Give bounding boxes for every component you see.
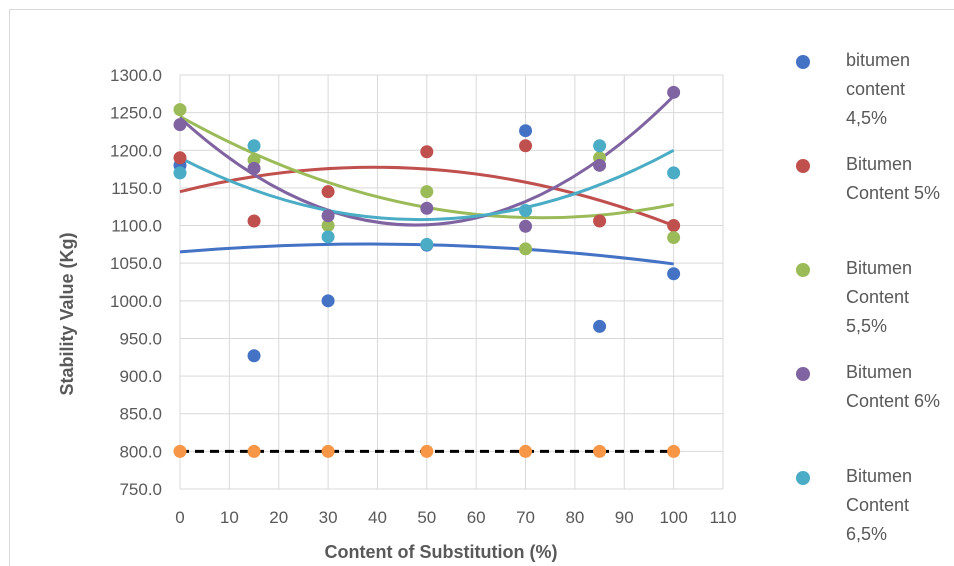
legend-entry: Bitumen Content 6,5% (796, 462, 946, 566)
x-tick-label: 70 (516, 508, 535, 527)
data-point (173, 151, 187, 165)
data-point (667, 267, 681, 281)
data-point (321, 209, 335, 223)
data-point (321, 294, 335, 308)
x-axis-title: Content of Substitution (%) (325, 542, 558, 562)
x-tick-label: 30 (319, 508, 338, 527)
tick-labels: 750.0 800.0 850.0 900.0 950.0 1000.0 1050.0 110… (110, 66, 737, 527)
gridlines (179, 74, 724, 490)
data-point (420, 185, 434, 199)
data-point (420, 145, 434, 159)
y-tick-label: 900.0 (119, 367, 162, 386)
data-point (519, 444, 533, 458)
data-point (321, 444, 335, 458)
y-tick-label: 1200.0 (110, 141, 162, 160)
legend-marker (796, 159, 810, 173)
x-tick-label: 50 (417, 508, 436, 527)
data-point (519, 203, 533, 217)
data-point (420, 201, 434, 215)
data-point (247, 349, 261, 363)
data-point (321, 219, 335, 233)
data-point (247, 161, 261, 175)
data-point (519, 124, 533, 138)
data-point (420, 444, 434, 458)
data-point (519, 219, 533, 233)
data-point (519, 242, 533, 256)
data-point (247, 139, 261, 153)
x-tick-label: 80 (565, 508, 584, 527)
legend-label: Bitumen Content 5,5% (846, 258, 913, 336)
data-point (247, 444, 261, 458)
data-point (247, 214, 261, 228)
trendline (179, 165, 675, 227)
y-tick-label: 1050.0 (110, 254, 162, 273)
x-tick-label: 0 (175, 508, 184, 527)
y-tick-label: 950.0 (119, 329, 162, 348)
data-point (593, 444, 607, 458)
x-tick-label: 100 (659, 508, 687, 527)
data-point (593, 214, 607, 228)
data-point (593, 319, 607, 333)
data-point (173, 166, 187, 180)
y-tick-label: 1300.0 (110, 66, 162, 85)
data-point (420, 237, 434, 251)
data-point (667, 85, 681, 99)
y-tick-label: 1000.0 (110, 292, 162, 311)
data-point (667, 219, 681, 233)
data-point (173, 103, 187, 117)
x-tick-label: 40 (368, 508, 387, 527)
x-tick-label: 90 (615, 508, 634, 527)
x-tick-label: 60 (467, 508, 486, 527)
y-tick-label: 1100.0 (111, 217, 162, 236)
data-point (321, 230, 335, 244)
legend-label: Bitumen Content 6% (846, 362, 941, 411)
y-tick-label: 1250.0 (110, 104, 162, 123)
legend-entry: Bitumen Content 5,5% (796, 254, 946, 358)
legend-marker (796, 471, 810, 485)
y-tick-label: 1150.0 (111, 179, 162, 198)
data-point (593, 139, 607, 153)
legend-label: bitumen content 4,5% (846, 50, 911, 128)
legend-label: Bitumen Content 6,5% (846, 466, 913, 544)
data-point (173, 444, 187, 458)
data-point (667, 444, 681, 458)
chart-frame (9, 9, 954, 566)
y-tick-label: 850.0 (119, 405, 162, 424)
y-axis-title: Stability Value (Kg) (57, 232, 77, 395)
data-point (173, 118, 187, 132)
y-tick-label: 750.0 (119, 480, 162, 499)
x-tick-label: 110 (709, 508, 736, 527)
legend-marker (796, 55, 810, 69)
legend-entry: Bitumen Content 6% (796, 358, 946, 462)
legend-marker (796, 263, 810, 277)
data-point (593, 158, 607, 172)
x-tick-label: 10 (220, 508, 239, 527)
data-point (667, 166, 681, 180)
trendline (179, 148, 675, 222)
data-points (173, 85, 681, 458)
legend-entry: bitumen content 4,5% (796, 46, 946, 150)
data-point (667, 231, 681, 245)
y-tick-label: 800.0 (119, 442, 162, 461)
legend-label: Bitumen Content 5% (846, 154, 941, 203)
legend-entry: Bitumen Content 5% (796, 150, 946, 254)
data-point (519, 139, 533, 153)
legend: bitumen content 4,5% Bitumen Content 5% Bi… (796, 46, 946, 566)
x-tick-label: 20 (269, 508, 288, 527)
legend-marker (796, 367, 810, 381)
data-point (321, 185, 335, 199)
